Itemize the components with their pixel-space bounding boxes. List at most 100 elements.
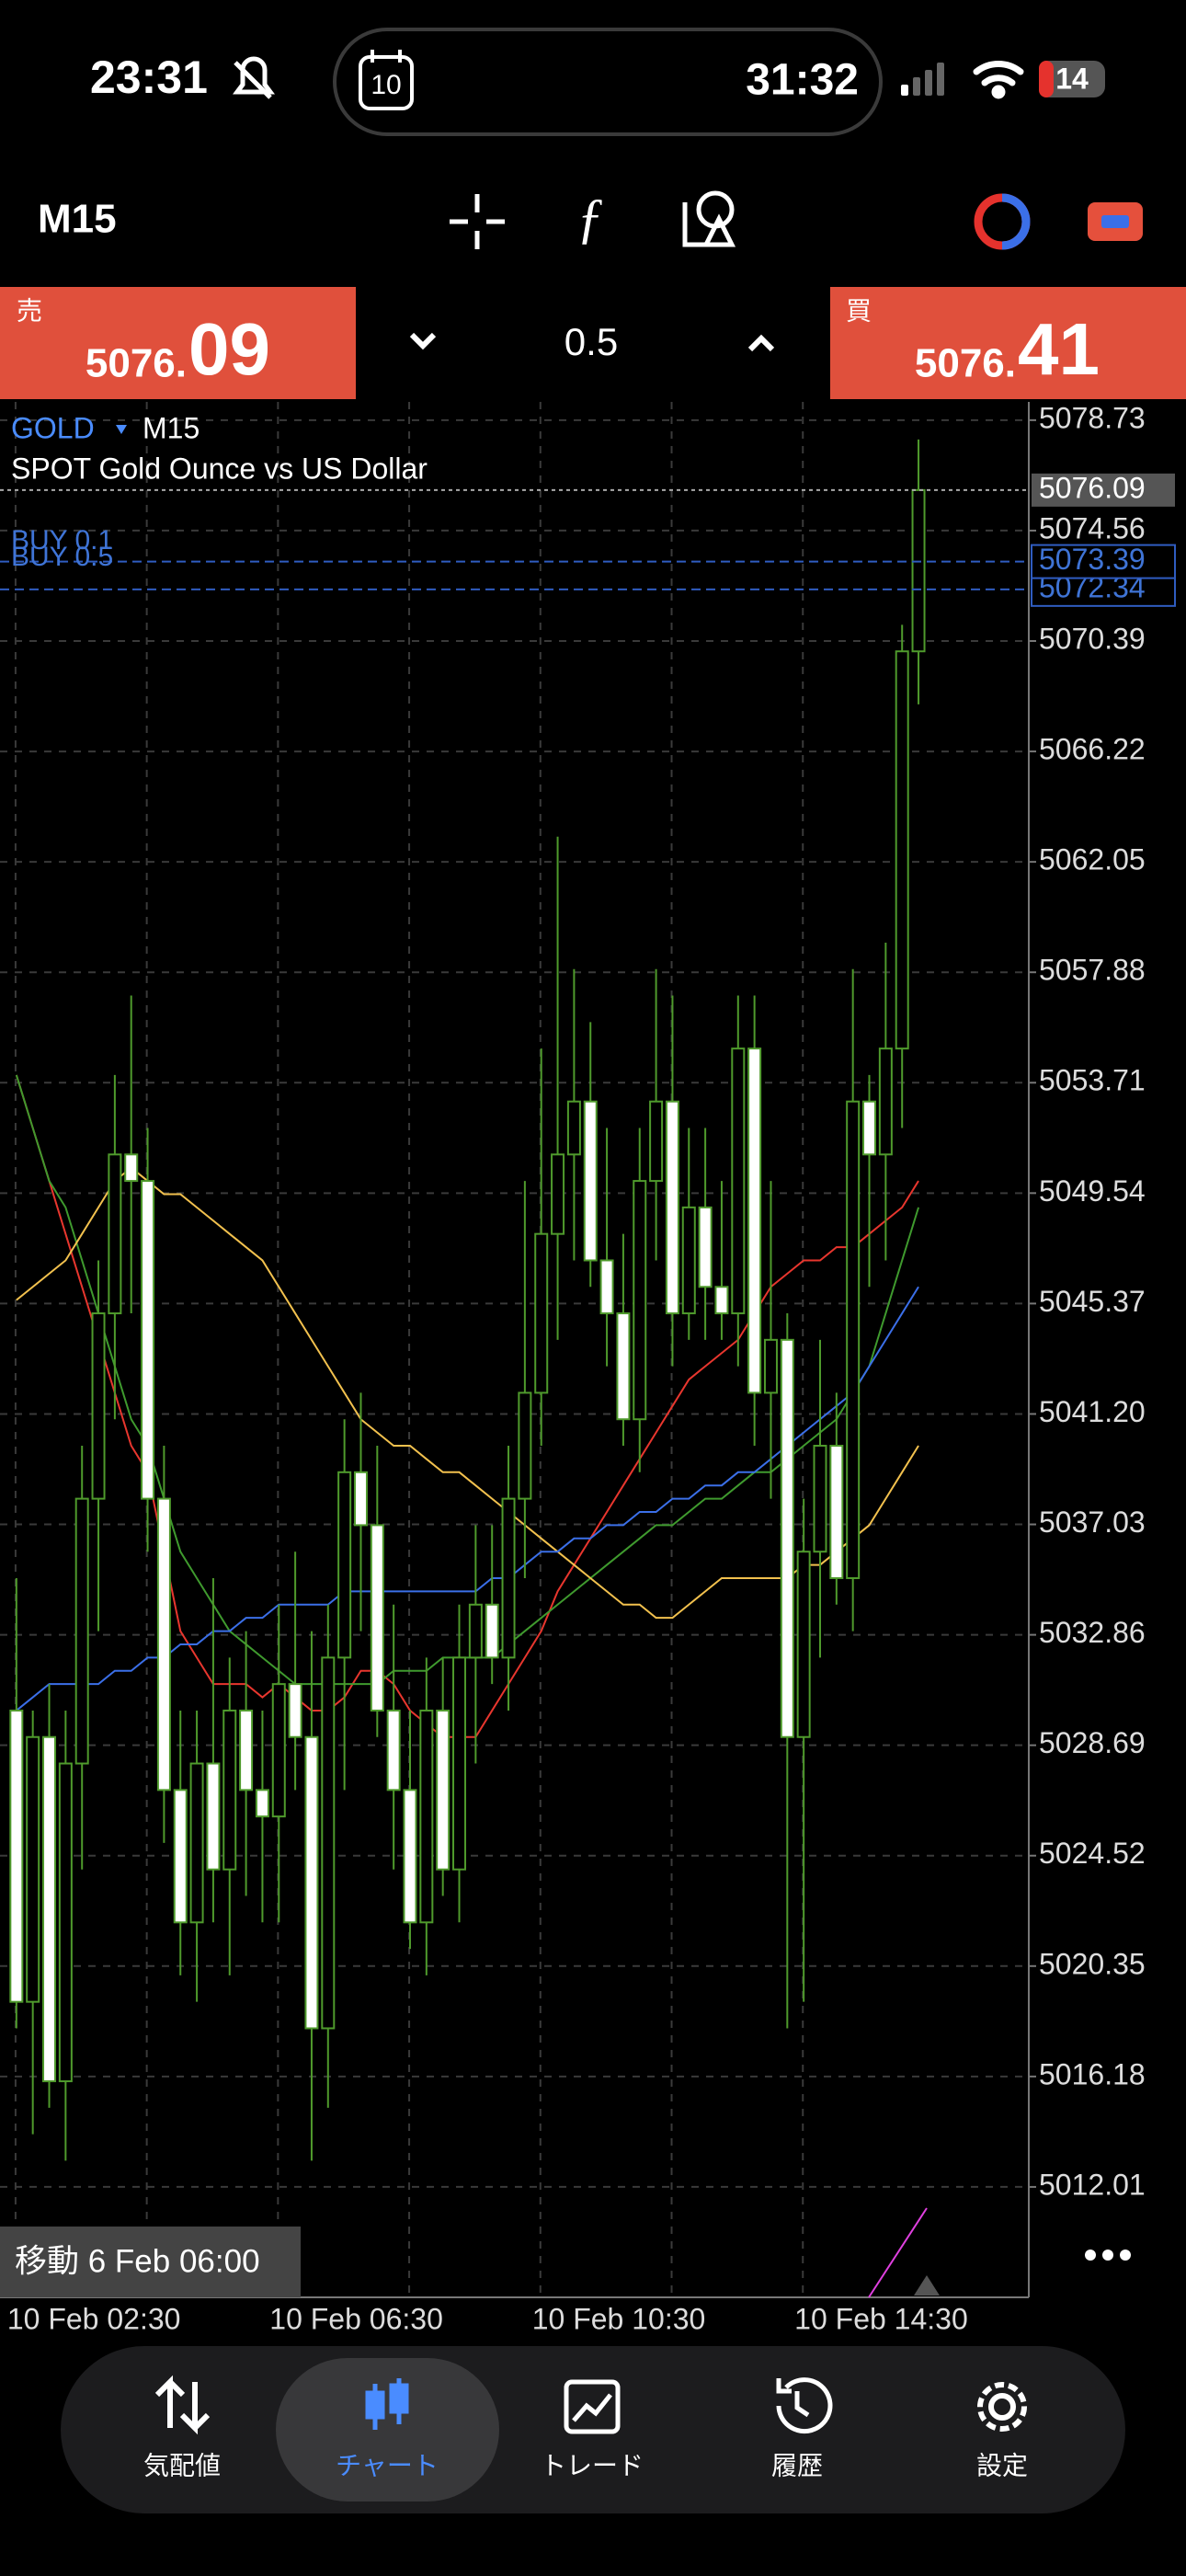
dynamic-island: [333, 28, 883, 136]
volume[interactable]: 0.5: [564, 320, 618, 363]
scroll-label: 移動 6 Feb 06:00: [15, 2243, 260, 2279]
chart: 5078.73 5074.56 5070.39 5066.22 5062.05 5057.…: [0, 401, 1176, 2335]
nav-items: 気配値 チャート トレード 履歴 設定: [143, 2451, 1028, 2479]
scroll-label-box: [0, 2227, 301, 2297]
volume-down[interactable]: [409, 332, 437, 350]
candle-body: [501, 1497, 516, 1659]
volume-up[interactable]: [747, 334, 775, 352]
crosshair-button[interactable]: [450, 194, 505, 249]
y-tick-label: 5049.54: [1039, 1174, 1146, 1208]
sell-label: 売: [17, 296, 42, 325]
order-price: 5073.39: [1039, 543, 1146, 576]
candle-body: [239, 1709, 254, 1792]
buy-label: 買: [846, 296, 872, 325]
timer: 31:32: [746, 56, 859, 105]
candle-body: [156, 1497, 171, 1792]
candle-body: [124, 1153, 139, 1183]
y-tick-label: 5045.37: [1039, 1285, 1146, 1318]
nav-item[interactable]: トレード: [541, 2451, 644, 2479]
sell-button[interactable]: [0, 287, 356, 399]
y-tick-label: 5041.20: [1039, 1395, 1146, 1428]
candle-body: [337, 1471, 352, 1659]
candle-body: [304, 1735, 319, 2030]
candle-body: [189, 1762, 204, 1924]
x-tick-label: 10 Feb 02:30: [7, 2302, 181, 2335]
candle-body: [403, 1789, 417, 1924]
y-tick-label: 5012.01: [1039, 2168, 1146, 2201]
buy-price-big: 41: [1018, 308, 1100, 390]
indicators-button[interactable]: ƒ: [576, 188, 604, 248]
candle-body: [321, 1656, 336, 2030]
candle-body: [485, 1603, 499, 1659]
buy-price-small: 5076.: [915, 341, 1016, 386]
candle-body: [633, 1180, 647, 1421]
battery: [1039, 61, 1105, 97]
candle-body: [583, 1100, 598, 1262]
candle-body: [862, 1100, 877, 1156]
calendar-day: 10: [371, 70, 401, 100]
nav-item[interactable]: 履歴: [771, 2451, 823, 2479]
y-tick-label: 5032.86: [1039, 1616, 1146, 1649]
x-tick-label: 10 Feb 10:30: [532, 2302, 706, 2335]
candle-body: [141, 1180, 155, 1500]
sell-price-big: 09: [188, 308, 270, 390]
y-tick-label: 5062.05: [1039, 843, 1146, 876]
calendar-icon: [359, 50, 414, 110]
candle-body: [353, 1471, 368, 1527]
order-price-box: [1031, 544, 1176, 579]
nav-item[interactable]: 設定: [976, 2451, 1028, 2479]
buy-button[interactable]: [830, 287, 1186, 399]
timeframe-button[interactable]: M15: [38, 197, 117, 242]
chart-icon: [365, 2378, 409, 2430]
order-label: BUY 0.5: [11, 542, 113, 572]
candle-body: [468, 1603, 483, 1659]
y-tick-label: 5024.52: [1039, 1837, 1146, 1870]
symbol[interactable]: GOLD: [11, 411, 95, 444]
candle-body: [566, 1100, 581, 1156]
candle-body: [534, 1232, 549, 1394]
candle-body: [419, 1709, 434, 1924]
candle-body: [9, 1709, 24, 2003]
candle-body: [649, 1100, 664, 1183]
quotes-icon: [154, 2375, 211, 2435]
candle-body: [780, 1338, 794, 1738]
y-tick-label: 5066.22: [1039, 733, 1146, 766]
more-button[interactable]: [1085, 2250, 1131, 2261]
candle-body: [796, 1551, 811, 1738]
candle-body: [895, 650, 909, 1050]
nav-item[interactable]: 気配値: [143, 2451, 221, 2479]
y-tick-label: 5074.56: [1039, 511, 1146, 544]
battery-percent: 14: [1055, 62, 1089, 95]
shift-marker[interactable]: [914, 2275, 940, 2296]
symbol-dropdown[interactable]: [116, 425, 127, 434]
y-tick-label: 5037.03: [1039, 1506, 1146, 1539]
moving-average: [16, 1166, 919, 1620]
bid-price-box: [1032, 473, 1175, 507]
candle-body: [74, 1497, 89, 1765]
history-icon: [776, 2377, 833, 2434]
candle-body: [763, 1338, 778, 1394]
candle-body: [370, 1524, 384, 1712]
nav-item[interactable]: チャート: [336, 2451, 439, 2479]
clock: 23:31: [90, 52, 208, 103]
candle-body: [747, 1048, 762, 1394]
candle-body: [288, 1683, 302, 1738]
sell-price-small: 5076.: [86, 341, 187, 386]
candle-body: [731, 1048, 746, 1315]
objects-button[interactable]: [682, 190, 736, 247]
bell-off-icon: [233, 56, 275, 99]
candle-body: [878, 1048, 893, 1156]
x-tick-label: 10 Feb 14:30: [794, 2302, 968, 2335]
nav-active-bg: [276, 2358, 499, 2502]
trade-timer-button[interactable]: [974, 193, 1031, 250]
candle-body: [813, 1445, 827, 1553]
candle-body: [91, 1312, 106, 1500]
y-tick-label: 5070.39: [1039, 622, 1146, 655]
candle-body: [386, 1709, 401, 1792]
one-click-button[interactable]: [1088, 202, 1143, 241]
order-label: BUY 0.1: [11, 525, 113, 555]
candle-body: [58, 1762, 73, 2083]
candle-body: [681, 1206, 696, 1315]
